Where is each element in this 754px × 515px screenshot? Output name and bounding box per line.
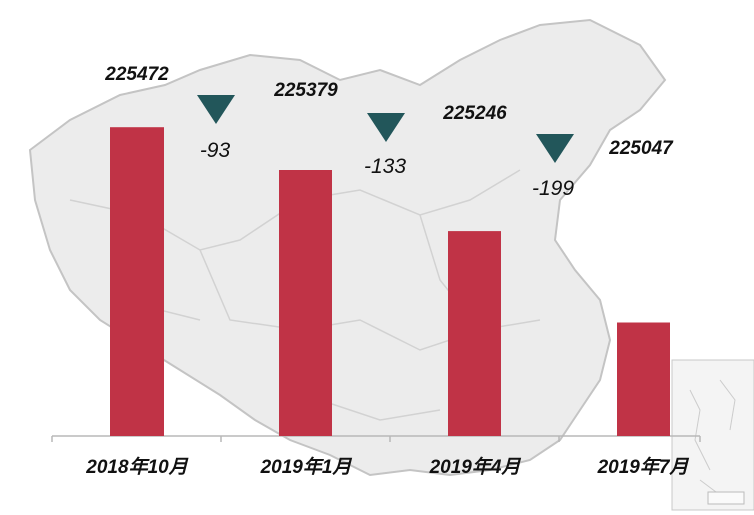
bar-2019-07 [617,322,670,436]
value-labels: 225472 225379 225246 225047 [104,64,674,159]
value-label-2019-07: 225047 [608,138,674,159]
tick-label-2018-10: 2018年10月 [85,456,188,478]
x-axis-ticks [51,436,701,442]
tick-label-2019-04: 2019年4月 [429,456,522,478]
china-map-image [28,18,754,511]
down-triangle-icon [367,113,405,142]
change-label-3: -199 [532,177,574,200]
bars-group [110,127,670,436]
bar-2019-01 [279,170,332,436]
value-label-2019-04: 225246 [442,103,507,124]
change-label-2: -133 [364,155,406,178]
change-markers [197,95,574,163]
tick-label-2019-07: 2019年7月 [597,456,690,478]
down-triangle-icon [197,95,235,124]
down-triangle-icon [536,134,574,163]
bar-2019-04 [448,231,501,436]
tick-label-2019-01: 2019年1月 [260,456,353,478]
x-tick-labels: 2018年10月 2019年1月 2019年4月 2019年7月 [85,456,689,478]
bar-2018-10 [110,127,164,436]
value-label-2019-01: 225379 [273,80,338,101]
change-label-1: -93 [200,139,231,162]
value-label-2018-10: 225472 [104,64,169,85]
change-labels: -93 -133 -199 [200,139,575,200]
